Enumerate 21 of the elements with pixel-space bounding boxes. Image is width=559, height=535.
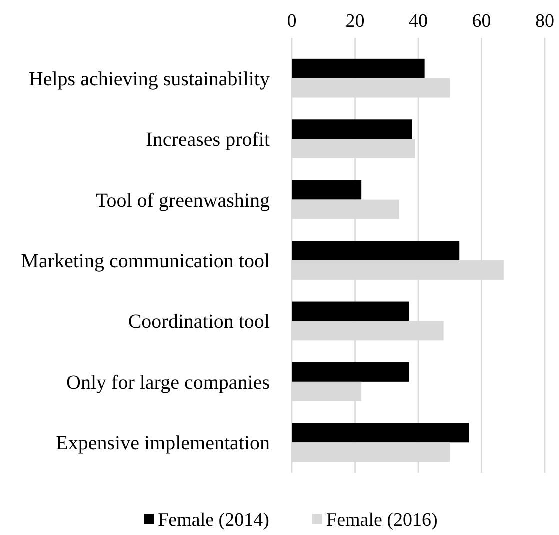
bar (292, 423, 470, 443)
bar (292, 180, 362, 200)
x-tick-label: 60 (472, 11, 492, 32)
bar (292, 120, 412, 140)
y-tick-label: Helps achieving sustainability (28, 68, 270, 90)
y-tick-label: Coordination tool (128, 311, 270, 334)
bar (292, 241, 460, 260)
bar (292, 302, 410, 322)
y-tick-label: Tool of greenwashing (96, 190, 270, 212)
y-tick-label: Marketing communication tool (21, 250, 270, 272)
bar (292, 362, 410, 382)
x-tick-label: 40 (409, 11, 428, 32)
y-tick-label: Increases profit (146, 129, 270, 152)
y-tick-label: Expensive implementation (56, 432, 270, 455)
legend-label: Female (2016) (326, 510, 438, 531)
x-tick-label: 0 (287, 11, 297, 32)
bar (292, 58, 425, 78)
x-tick-label: 20 (346, 11, 365, 32)
legend-label: Female (2014) (158, 510, 270, 531)
y-tick-label: Only for large companies (66, 372, 270, 394)
x-tick-label: 80 (536, 11, 554, 32)
